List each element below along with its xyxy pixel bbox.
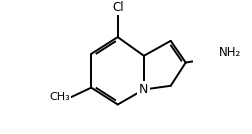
Text: Cl: Cl <box>112 1 123 14</box>
Text: NH₂: NH₂ <box>219 46 241 59</box>
Text: CH₃: CH₃ <box>50 92 71 102</box>
Text: N: N <box>139 83 149 96</box>
